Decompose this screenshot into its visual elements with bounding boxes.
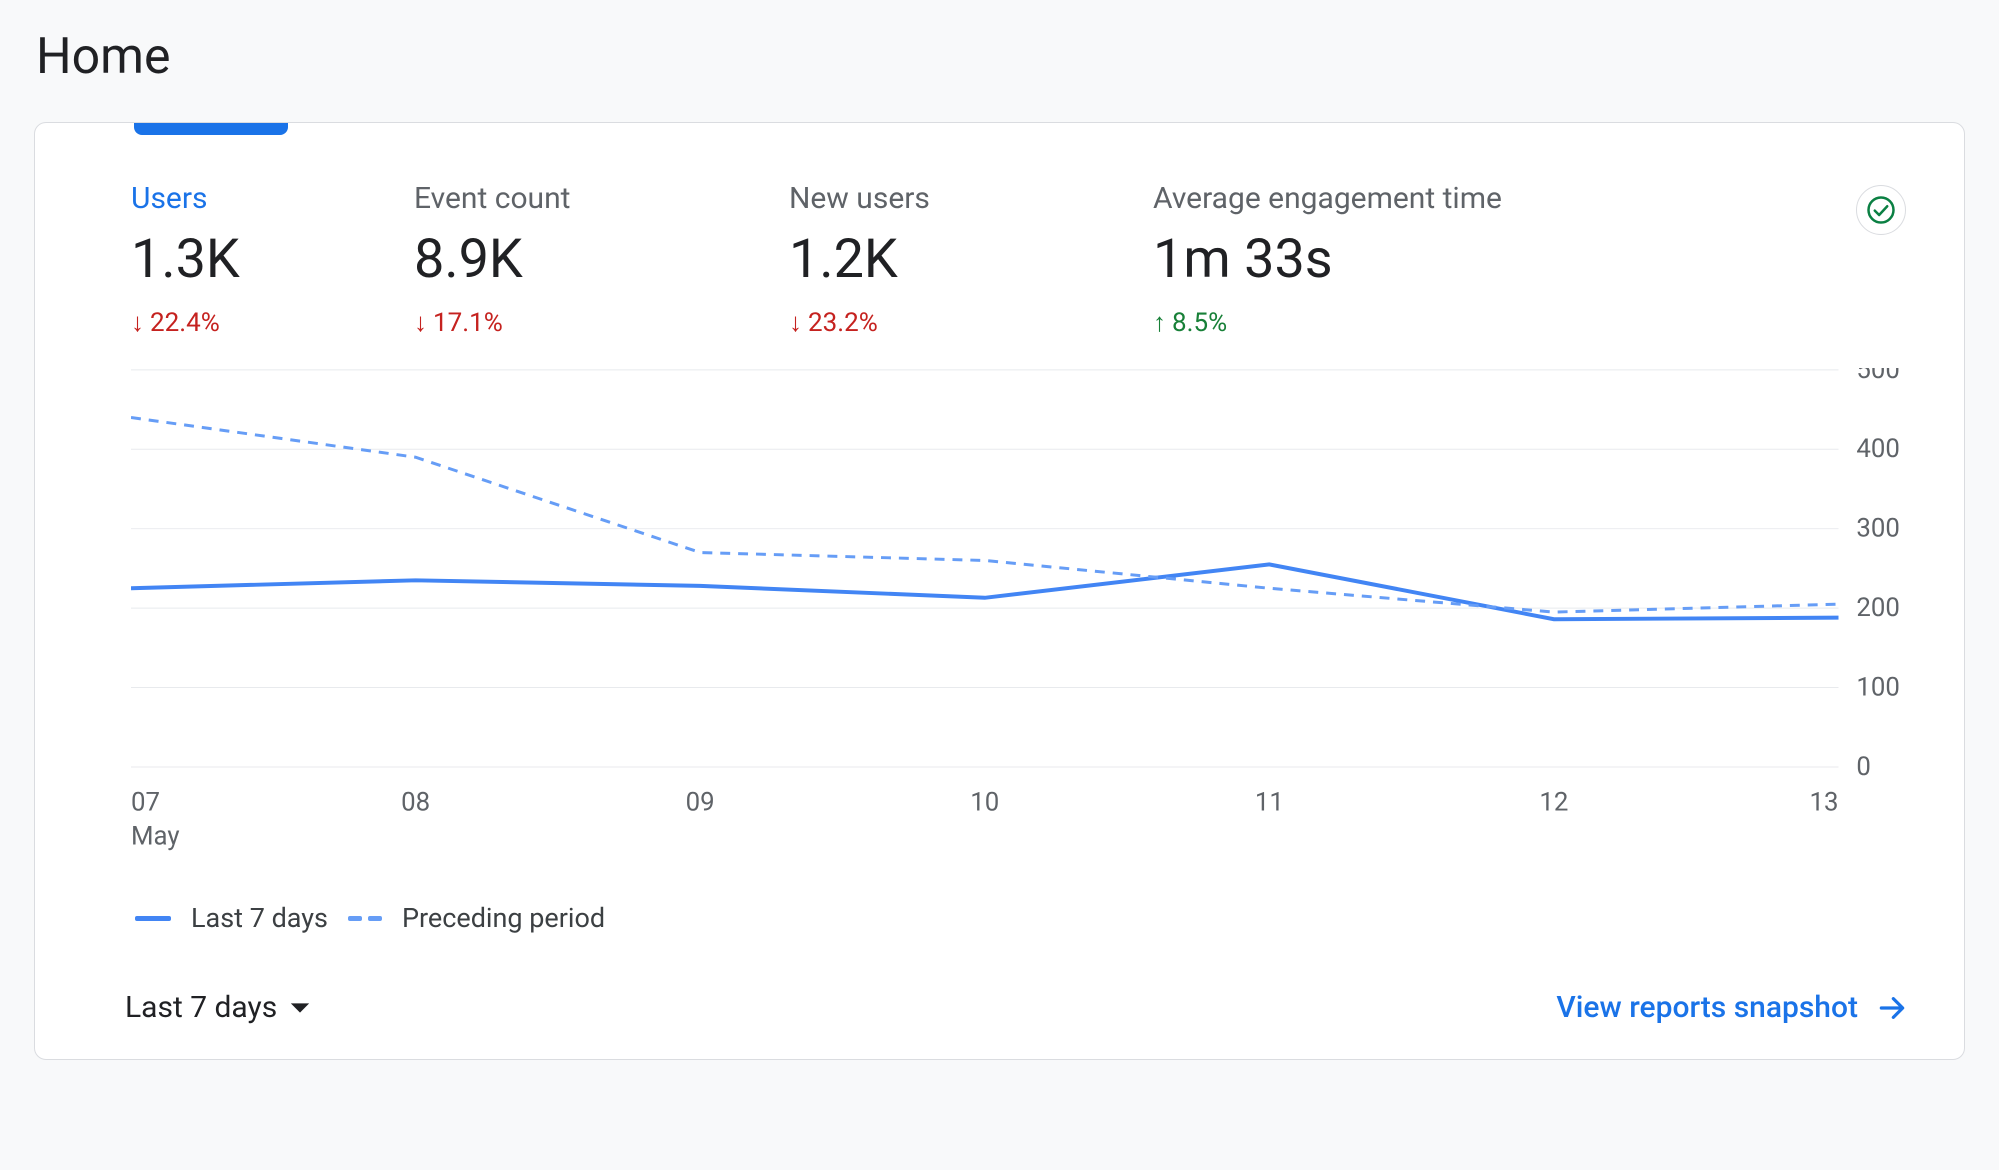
metric-new-users[interactable]: New users 1.2K ↓ 23.2% — [789, 181, 1153, 338]
arrow-up-icon: ↑ — [1153, 307, 1166, 338]
metric-delta: ↓ 23.2% — [789, 307, 1153, 338]
status-ok-badge[interactable] — [1856, 185, 1906, 235]
check-circle-icon — [1866, 195, 1896, 225]
metric-avg-engagement[interactable]: Average engagement time 1m 33s ↑ 8.5% — [1153, 181, 1593, 338]
legend-swatch-dashed — [348, 916, 382, 921]
metric-event-count[interactable]: Event count 8.9K ↓ 17.1% — [414, 181, 789, 338]
svg-text:11: 11 — [1255, 788, 1284, 818]
metric-label: New users — [789, 181, 1153, 216]
svg-text:08: 08 — [401, 788, 430, 818]
svg-text:10: 10 — [970, 788, 999, 818]
svg-text:100: 100 — [1856, 673, 1900, 703]
svg-text:09: 09 — [686, 788, 715, 818]
metric-delta-value: 17.1% — [433, 308, 503, 338]
card-footer: Last 7 days View reports snapshot — [35, 934, 1964, 1039]
legend-label-preceding: Preceding period — [402, 902, 605, 934]
chart-container: 0 100 200 300 400 500 07 08 09 10 11 12 13 May — [35, 338, 1964, 878]
metric-delta: ↓ 17.1% — [414, 307, 789, 338]
metric-delta-value: 8.5% — [1172, 308, 1227, 338]
line-chart: 0 100 200 300 400 500 07 08 09 10 11 12 13 May — [131, 368, 1908, 878]
svg-text:300: 300 — [1856, 514, 1900, 544]
svg-text:200: 200 — [1856, 593, 1900, 623]
overview-card: Users 1.3K ↓ 22.4% Event count 8.9K ↓ 17… — [34, 122, 1965, 1060]
view-reports-snapshot-link[interactable]: View reports snapshot — [1556, 990, 1908, 1025]
metric-delta: ↑ 8.5% — [1153, 307, 1593, 338]
metric-delta-value: 23.2% — [808, 308, 878, 338]
arrow-down-icon: ↓ — [131, 307, 144, 338]
metric-value: 8.9K — [414, 230, 789, 289]
date-range-label: Last 7 days — [125, 990, 277, 1025]
metric-users[interactable]: Users 1.3K ↓ 22.4% — [131, 181, 414, 338]
caret-down-icon — [289, 1001, 311, 1015]
svg-text:400: 400 — [1856, 435, 1900, 465]
metric-label: Event count — [414, 181, 789, 216]
metrics-row: Users 1.3K ↓ 22.4% Event count 8.9K ↓ 17… — [35, 123, 1964, 338]
legend-label-current: Last 7 days — [191, 902, 328, 934]
metric-label: Users — [131, 181, 414, 216]
date-range-picker[interactable]: Last 7 days — [125, 990, 311, 1025]
page-title: Home — [0, 0, 1999, 86]
metric-value: 1.3K — [131, 230, 414, 289]
chart-legend: Last 7 days Preceding period — [35, 878, 1964, 934]
snapshot-link-label: View reports snapshot — [1556, 990, 1858, 1025]
metric-value: 1.2K — [789, 230, 1153, 289]
svg-text:0: 0 — [1856, 752, 1871, 782]
arrow-right-icon — [1876, 992, 1908, 1024]
metric-delta: ↓ 22.4% — [131, 307, 414, 338]
svg-text:500: 500 — [1856, 368, 1900, 385]
metric-value: 1m 33s — [1153, 230, 1593, 289]
metric-label: Average engagement time — [1153, 181, 1593, 216]
svg-text:13: 13 — [1810, 788, 1839, 818]
svg-text:12: 12 — [1539, 788, 1568, 818]
arrow-down-icon: ↓ — [789, 307, 802, 338]
arrow-down-icon: ↓ — [414, 307, 427, 338]
metric-delta-value: 22.4% — [150, 308, 220, 338]
svg-text:May: May — [131, 822, 180, 852]
svg-text:07: 07 — [131, 788, 160, 818]
legend-swatch-solid — [135, 916, 171, 921]
